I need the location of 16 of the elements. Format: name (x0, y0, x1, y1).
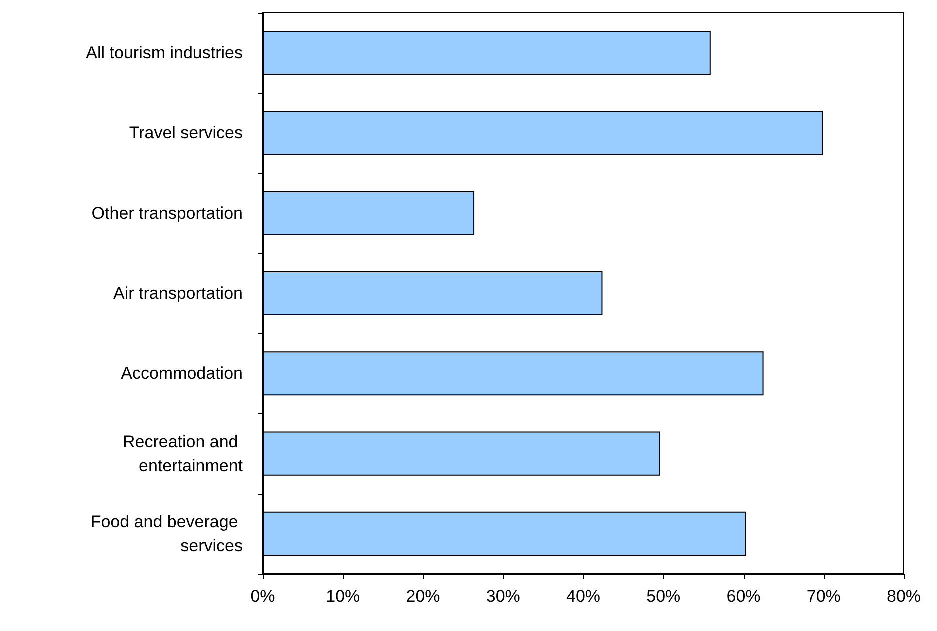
x-tick-label: 60% (726, 587, 761, 606)
x-tick-label: 0% (250, 587, 276, 606)
y-tick-label: Accommodation (121, 364, 243, 384)
x-tick-label: 20% (406, 587, 440, 606)
x-tick-label: 40% (566, 587, 601, 606)
y-tick-label: Air transportation (114, 284, 243, 303)
x-tick-label: 50% (646, 587, 681, 606)
x-tick-label: 70% (806, 587, 841, 606)
x-tick-label: 80% (886, 587, 922, 606)
y-tick-label: Recreation and entertainment (122, 432, 244, 476)
y-tick-label: All tourism industries (86, 44, 243, 63)
x-tick-label: 10% (326, 587, 360, 606)
y-tick-label: Food and beverage services (90, 512, 243, 556)
x-tick-label: 30% (486, 587, 520, 606)
y-tick-label: Other transportation (92, 204, 243, 223)
y-tick-label: Travel services (129, 124, 243, 143)
